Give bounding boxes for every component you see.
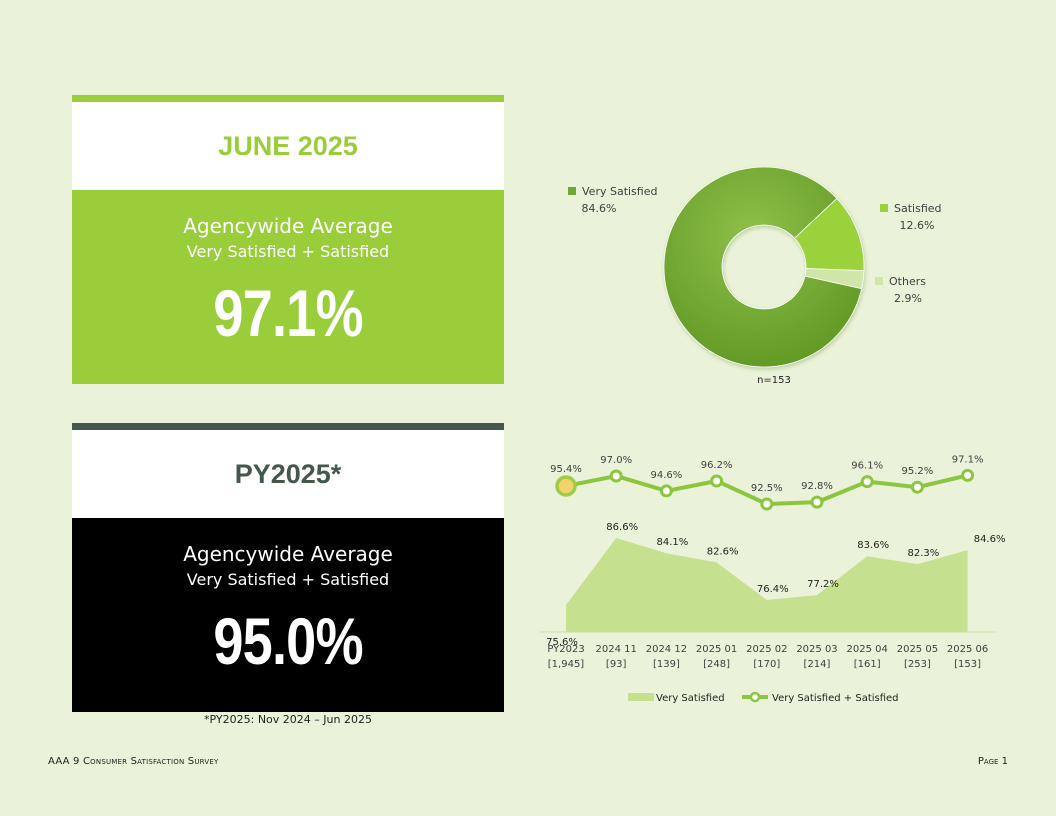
area-value-label: 84.1% (657, 537, 689, 548)
x-tick-label: 2024 12 (646, 644, 687, 655)
line-point (961, 468, 975, 482)
legend-swatch-marker (749, 691, 761, 703)
donut-legend-label-very-satisfied: Very Satisfied (582, 185, 657, 198)
x-tick-count: [93] (606, 659, 627, 670)
area-value-label: 86.6% (606, 522, 638, 533)
area-value-label: 84.6% (974, 534, 1006, 545)
june-card-subheading: Very Satisfied + Satisfied (186, 242, 390, 261)
area-value-label: 77.2% (807, 579, 839, 590)
py-summary-card: PY2025* Agencywide Average Very Satisfie… (72, 423, 504, 712)
donut-legend-swatch-satisfied (880, 204, 888, 212)
donut-slice-very-satisfied (663, 166, 863, 368)
x-tick-count: [1,945] (548, 659, 585, 670)
x-tick-label: PY2023 (547, 644, 584, 655)
area-value-label: 82.3% (908, 548, 940, 559)
line-value-label: 97.0% (600, 455, 632, 466)
x-tick-count: [248] (703, 659, 730, 670)
py-footnote: *PY2025: Nov 2024 – Jun 2025 (204, 713, 372, 726)
line-value-label: 95.2% (902, 466, 934, 477)
x-tick-label: 2025 06 (947, 644, 988, 655)
donut-legend-label-satisfied: Satisfied (894, 202, 942, 215)
x-tick-count: [170] (753, 659, 780, 670)
footer-page-number: Page 1 (977, 756, 1008, 767)
line-point (659, 484, 673, 498)
line-value-label: 95.4% (550, 464, 582, 475)
x-tick-label: 2024 11 (596, 644, 637, 655)
py-card-value: 95.0% (213, 604, 363, 678)
donut-chart: Very Satisfied 84.6% Satisfied 12.6% Others 2… (568, 166, 942, 386)
june-card-accent-bar (72, 95, 504, 102)
legend-label-very-satisfied-plus-satisfied: Very Satisfied + Satisfied (772, 693, 899, 704)
line-point (810, 495, 824, 509)
x-tick-count: [253] (904, 659, 931, 670)
donut-legend-label-others: Others (889, 275, 926, 288)
trend-chart: 95.4% 97.0% 94.6% 96.2% 92.5% 92.8% 96.1% 95.2%… (540, 454, 1006, 704)
line-value-label: 92.8% (801, 481, 833, 492)
line-value-label: 94.6% (651, 470, 683, 481)
donut-sample-size: n=153 (757, 375, 791, 386)
june-summary-card: JUNE 2025 Agencywide Average Very Satisf… (72, 95, 504, 384)
line-point (710, 474, 724, 488)
py-card-subheading: Very Satisfied + Satisfied (186, 570, 390, 589)
py-card-body: Agencywide Average Very Satisfied + Sati… (72, 518, 504, 712)
py-card-title: PY2025* (72, 430, 504, 518)
line-point (609, 469, 623, 483)
x-tick-count: [153] (954, 659, 981, 670)
line-point (860, 475, 874, 489)
x-tick-count: [139] (653, 659, 680, 670)
donut-value-label-others: 2.9% (894, 292, 922, 305)
june-card-body: Agencywide Average Very Satisfied + Sati… (72, 190, 504, 384)
donut-value-label-satisfied: 12.6% (900, 219, 935, 232)
line-value-label: 97.1% (952, 454, 984, 465)
donut-value-label-very-satisfied: 84.6% (582, 202, 617, 215)
py-card-accent-bar (72, 423, 504, 430)
footer-survey-title: AAA 9 Consumer Satisfaction Survey (48, 756, 219, 767)
area-value-label: 82.6% (707, 546, 739, 557)
june-card-title: JUNE 2025 (72, 102, 504, 190)
line-value-label: 92.5% (751, 483, 783, 494)
x-tick-label: 2025 01 (696, 644, 737, 655)
june-card-heading: Agencywide Average (183, 214, 393, 238)
area-value-label: 83.6% (857, 540, 889, 551)
june-card-value: 97.1% (213, 276, 363, 350)
x-tick-count: [214] (804, 659, 831, 670)
line-point (555, 475, 577, 497)
donut-legend-swatch-very-satisfied (568, 187, 576, 195)
area-value-label: 75.6% (546, 637, 578, 648)
very-satisfied-area (566, 538, 968, 632)
donut-slice-others (804, 268, 865, 290)
legend-label-very-satisfied: Very Satisfied (656, 693, 725, 704)
area-value-label: 76.4% (757, 584, 789, 595)
x-tick-count: [161] (854, 659, 881, 670)
line-value-label: 96.2% (701, 460, 733, 471)
legend-swatch-very-satisfied (628, 693, 654, 701)
py-card-heading: Agencywide Average (183, 542, 393, 566)
x-tick-label: 2025 05 (897, 644, 938, 655)
x-tick-label: 2025 03 (796, 644, 837, 655)
line-point (910, 480, 924, 494)
line-value-label: 96.1% (851, 461, 883, 472)
donut-legend-swatch-others (875, 277, 883, 285)
x-tick-label: 2025 04 (847, 644, 888, 655)
line-point (760, 497, 774, 511)
x-tick-label: 2025 02 (746, 644, 787, 655)
